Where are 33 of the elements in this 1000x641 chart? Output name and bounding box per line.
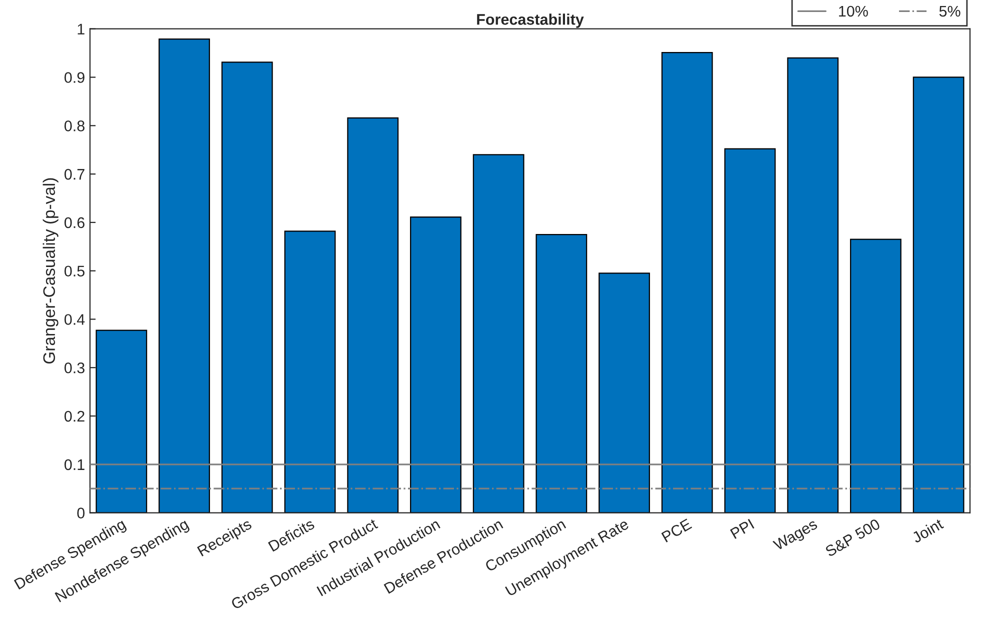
bar: [96, 330, 148, 513]
legend-label: 10%: [839, 6, 868, 17]
bar: [850, 238, 902, 513]
bar: [284, 230, 336, 513]
legend-label: 5%: [939, 6, 960, 17]
bar: [158, 38, 210, 513]
y-tick-label: 1: [78, 24, 84, 34]
y-tick-label: 0.2: [64, 410, 84, 422]
bar: [724, 148, 776, 513]
bar: [661, 52, 713, 513]
x-tick-label: PPI: [730, 518, 754, 539]
y-axis-title: Granger-Casuality (p-val): [42, 178, 58, 364]
bar: [472, 154, 524, 513]
x-tick-label: S&P 500: [824, 518, 881, 558]
y-tick-label: 0.4: [64, 314, 85, 325]
bar: [912, 76, 964, 513]
bar: [787, 57, 839, 513]
y-tick-label: 0.6: [64, 217, 84, 228]
y-tick-label: 0.7: [64, 168, 84, 180]
bar: [347, 117, 399, 513]
y-tick-label: 0.9: [64, 72, 84, 83]
x-tick-label: PCE: [661, 518, 692, 542]
y-tick-label: 0: [77, 508, 85, 518]
bar: [221, 62, 273, 513]
bar: [598, 272, 650, 513]
y-tick-label: 0.5: [64, 266, 84, 277]
bar: [410, 216, 462, 513]
y-tick-label: 0.3: [64, 362, 84, 374]
x-tick-label: Joint: [910, 518, 944, 544]
y-tick-label: 0.1: [64, 459, 84, 470]
y-tick-label: 0.8: [64, 120, 84, 132]
bar: [536, 234, 588, 513]
chart-title: Forecastability: [477, 14, 584, 28]
